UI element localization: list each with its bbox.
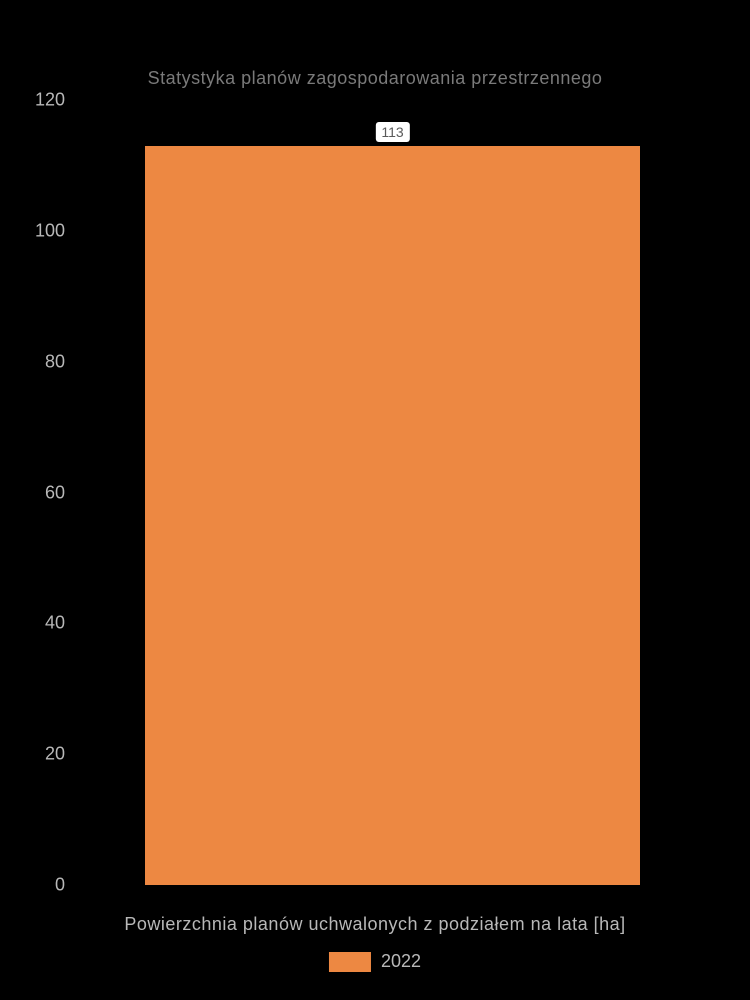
y-tick-label: 40 — [45, 613, 65, 634]
chart-title: Statystyka planów zagospodarowania przes… — [148, 68, 603, 89]
y-tick-label: 120 — [35, 90, 65, 111]
chart-container: Statystyka planów zagospodarowania przes… — [0, 0, 750, 1000]
y-tick-label: 100 — [35, 220, 65, 241]
y-tick-label: 0 — [55, 875, 65, 896]
y-tick-label: 60 — [45, 482, 65, 503]
y-tick-label: 20 — [45, 744, 65, 765]
plot-area: 020406080100120113 — [105, 100, 680, 885]
bar-value-label: 113 — [375, 122, 409, 142]
x-axis-title: Powierzchnia planów uchwalonych z podzia… — [124, 914, 625, 935]
bar: 113 — [145, 146, 640, 885]
legend-swatch — [329, 952, 371, 972]
legend-label: 2022 — [381, 951, 421, 972]
legend: 2022 — [329, 951, 421, 972]
y-tick-label: 80 — [45, 351, 65, 372]
